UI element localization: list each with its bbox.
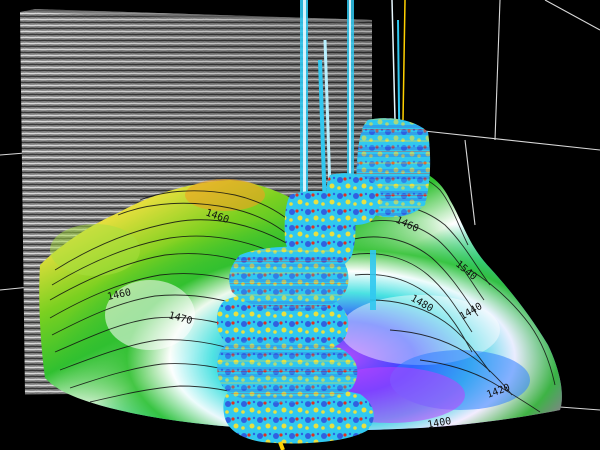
well-log-tube-main[interactable] (216, 190, 374, 450)
well-log-tubes-back[interactable] (326, 118, 431, 226)
well-path[interactable] (323, 39, 332, 191)
contour-label: 1400 (427, 416, 453, 431)
well-path[interactable] (402, 0, 406, 121)
axis-grid-lines (0, 0, 600, 411)
well-path[interactable] (278, 441, 285, 450)
well-path[interactable] (318, 59, 327, 211)
contour-label: 1460 (106, 287, 132, 303)
well-log-track[interactable] (370, 250, 376, 310)
